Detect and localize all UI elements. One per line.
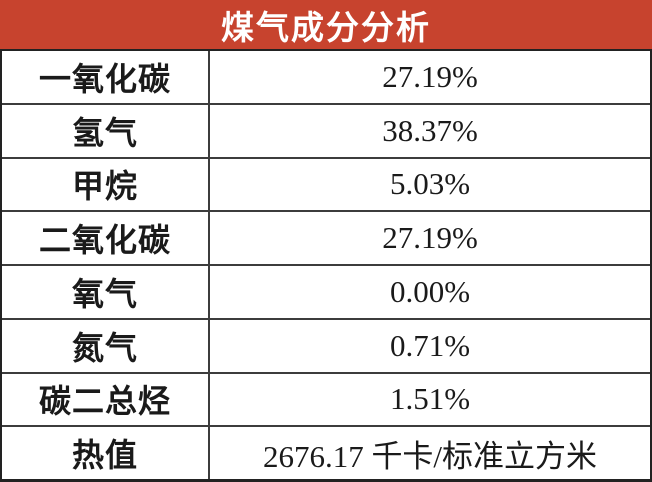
table-row: 甲烷 5.03% — [2, 156, 650, 211]
table-row: 二氧化碳 27.19% — [2, 210, 650, 264]
table-row: 碳二总烃 1.51% — [2, 371, 650, 426]
component-value: 38.37% — [382, 112, 478, 148]
component-name: 热值 — [2, 427, 210, 479]
component-name: 氧气 — [2, 266, 210, 318]
panel-title: 煤气成分分析 — [0, 0, 652, 49]
component-name: 甲烷 — [2, 158, 210, 211]
component-value: 27.19% — [382, 220, 478, 256]
table-row: 一氧化碳 27.19% — [2, 51, 650, 103]
component-value: 0.71% — [389, 327, 471, 363]
table-row: 氢气 38.37% — [2, 102, 650, 157]
component-name: 氮气 — [2, 319, 210, 372]
component-value: 1.51% — [389, 381, 471, 417]
gas-composition-table: 一氧化碳 27.19% 氢气 38.37% 甲烷 5.03% 二氧化碳 27.19% 氧气 0.0… — [0, 49, 652, 482]
component-name: 一氧化碳 — [2, 51, 210, 103]
component-name: 氢气 — [2, 104, 210, 157]
table-row: 热值 2676.17 千卡/标准立方米 — [2, 425, 650, 479]
component-name: 二氧化碳 — [2, 212, 210, 264]
table-row: 氧气 0.00% — [2, 264, 650, 318]
component-value: 0.00% — [389, 273, 471, 309]
component-name: 碳二总烃 — [2, 373, 210, 426]
component-value: 27.19% — [382, 58, 478, 94]
table-row: 氮气 0.71% — [2, 317, 650, 372]
component-value: 2676.17 千卡/标准立方米 — [262, 438, 598, 474]
component-value: 5.03% — [389, 166, 471, 202]
